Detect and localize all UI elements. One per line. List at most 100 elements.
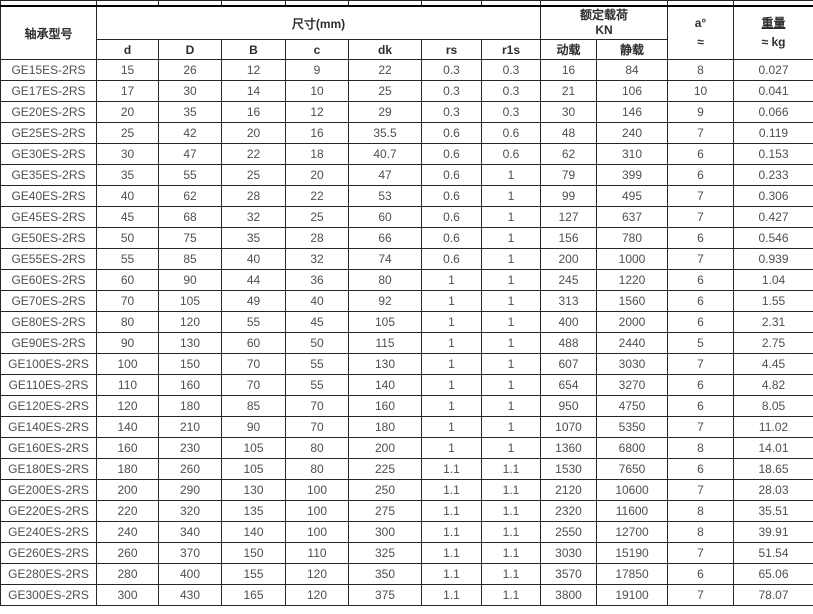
value-cell: 300 bbox=[96, 584, 159, 606]
value-cell: 35.51 bbox=[733, 500, 813, 522]
table-row: GE20ES-2RS 20 35 16 12 29 0.3 0.3 30 146 9 0.066 bbox=[0, 101, 813, 123]
value-cell: 30 bbox=[540, 101, 597, 123]
value-cell: 47 bbox=[348, 164, 422, 186]
value-cell: 20 bbox=[285, 164, 349, 186]
value-cell: 20 bbox=[221, 122, 286, 144]
value-cell: 70 bbox=[285, 416, 349, 438]
bearing-model-cell: GE160ES-2RS bbox=[0, 437, 97, 459]
value-cell: 0.939 bbox=[733, 248, 813, 270]
value-cell: 0.427 bbox=[733, 206, 813, 228]
value-cell: 7 bbox=[667, 542, 734, 564]
value-cell: 70 bbox=[96, 290, 159, 312]
table-row: GE45ES-2RS 45 68 32 25 60 0.6 1 127 637 7 0.427 bbox=[0, 206, 813, 228]
value-cell: 180 bbox=[96, 458, 159, 480]
bearing-model-cell: GE25ES-2RS bbox=[0, 122, 97, 144]
value-cell: 1.1 bbox=[421, 479, 482, 501]
table-row: GE110ES-2RS 110 160 70 55 140 1 1 654 3270 6 4.82 bbox=[0, 374, 813, 396]
value-cell: 9 bbox=[285, 59, 349, 81]
header-bearing-model-label: 轴承型号 bbox=[24, 26, 73, 41]
value-cell: 200 bbox=[348, 437, 422, 459]
table-row: GE180ES-2RS 180 260 105 80 225 1.1 1.1 1530 7650 6… bbox=[0, 458, 813, 480]
value-cell: 1.1 bbox=[481, 521, 541, 543]
bearing-model-cell: GE120ES-2RS bbox=[0, 395, 97, 417]
value-cell: 1 bbox=[481, 395, 541, 417]
value-cell: 78.07 bbox=[733, 584, 813, 606]
value-cell: 1 bbox=[421, 332, 482, 354]
weight-line1: 重量 bbox=[761, 16, 786, 30]
table-row: GE60ES-2RS 60 90 44 36 80 1 1 245 1220 6 1.04 bbox=[0, 269, 813, 291]
value-cell: 0.6 bbox=[481, 143, 541, 165]
value-cell: 7 bbox=[667, 185, 734, 207]
value-cell: 1.1 bbox=[421, 521, 482, 543]
subheader-static-load: 静载 bbox=[596, 39, 668, 60]
value-cell: 3030 bbox=[540, 542, 597, 564]
value-cell: 40 bbox=[285, 290, 349, 312]
value-cell: 40 bbox=[221, 248, 286, 270]
weight-line2: ≈ kg bbox=[761, 35, 786, 49]
value-cell: 1220 bbox=[596, 269, 668, 291]
value-cell: 3030 bbox=[596, 353, 668, 375]
bearing-model-cell: GE55ES-2RS bbox=[0, 248, 97, 270]
value-cell: 6 bbox=[667, 395, 734, 417]
value-cell: 32 bbox=[221, 206, 286, 228]
value-cell: 0.6 bbox=[421, 227, 482, 249]
value-cell: 340 bbox=[158, 521, 222, 543]
header-angle: a° ≈ bbox=[667, 5, 734, 60]
value-cell: 0.041 bbox=[733, 80, 813, 102]
value-cell: 70 bbox=[285, 395, 349, 417]
table-row: GE30ES-2RS 30 47 22 18 40.7 0.6 0.6 62 310 6 0.153 bbox=[0, 143, 813, 165]
value-cell: 140 bbox=[96, 416, 159, 438]
value-cell: 44 bbox=[221, 269, 286, 291]
value-cell: 14 bbox=[221, 80, 286, 102]
value-cell: 105 bbox=[221, 437, 286, 459]
value-cell: 0.306 bbox=[733, 185, 813, 207]
value-cell: 7650 bbox=[596, 458, 668, 480]
value-cell: 0.233 bbox=[733, 164, 813, 186]
cropped-row-sliver bbox=[0, 0, 813, 7]
value-cell: 1 bbox=[421, 416, 482, 438]
table-row: GE120ES-2RS 120 180 85 70 160 1 1 950 4750 6 8.05 bbox=[0, 395, 813, 417]
value-cell: 106 bbox=[596, 80, 668, 102]
value-cell: 14.01 bbox=[733, 437, 813, 459]
value-cell: 28.03 bbox=[733, 479, 813, 501]
value-cell: 85 bbox=[158, 248, 222, 270]
value-cell: 4750 bbox=[596, 395, 668, 417]
subheader-c: c bbox=[285, 39, 349, 60]
value-cell: 62 bbox=[158, 185, 222, 207]
value-cell: 62 bbox=[540, 143, 597, 165]
subheader-rs: rs bbox=[421, 39, 482, 60]
value-cell: 6 bbox=[667, 269, 734, 291]
header-rated-load: 额定载荷 KN bbox=[540, 5, 668, 40]
value-cell: 1 bbox=[421, 290, 482, 312]
value-cell: 26 bbox=[158, 59, 222, 81]
header-bearing-model: 轴承型号 bbox=[0, 5, 97, 60]
value-cell: 6 bbox=[667, 290, 734, 312]
value-cell: 1360 bbox=[540, 437, 597, 459]
value-cell: 84 bbox=[596, 59, 668, 81]
value-cell: 1.1 bbox=[421, 458, 482, 480]
value-cell: 0.153 bbox=[733, 143, 813, 165]
bearing-model-cell: GE40ES-2RS bbox=[0, 185, 97, 207]
value-cell: 10600 bbox=[596, 479, 668, 501]
value-cell: 240 bbox=[96, 521, 159, 543]
value-cell: 0.6 bbox=[481, 122, 541, 144]
value-cell: 105 bbox=[158, 290, 222, 312]
value-cell: 5 bbox=[667, 332, 734, 354]
bearing-model-cell: GE90ES-2RS bbox=[0, 332, 97, 354]
value-cell: 0.6 bbox=[421, 164, 482, 186]
bearing-model-cell: GE100ES-2RS bbox=[0, 353, 97, 375]
value-cell: 6 bbox=[667, 311, 734, 333]
value-cell: 0.066 bbox=[733, 101, 813, 123]
value-cell: 1 bbox=[481, 332, 541, 354]
header-weight: 重量 ≈ kg bbox=[733, 5, 813, 60]
value-cell: 18.65 bbox=[733, 458, 813, 480]
value-cell: 607 bbox=[540, 353, 597, 375]
value-cell: 300 bbox=[348, 521, 422, 543]
value-cell: 8 bbox=[667, 437, 734, 459]
value-cell: 200 bbox=[96, 479, 159, 501]
value-cell: 6 bbox=[667, 563, 734, 585]
value-cell: 7 bbox=[667, 353, 734, 375]
value-cell: 150 bbox=[158, 353, 222, 375]
value-cell: 140 bbox=[221, 521, 286, 543]
table-row: GE55ES-2RS 55 85 40 32 74 0.6 1 200 1000 7 0.939 bbox=[0, 248, 813, 270]
